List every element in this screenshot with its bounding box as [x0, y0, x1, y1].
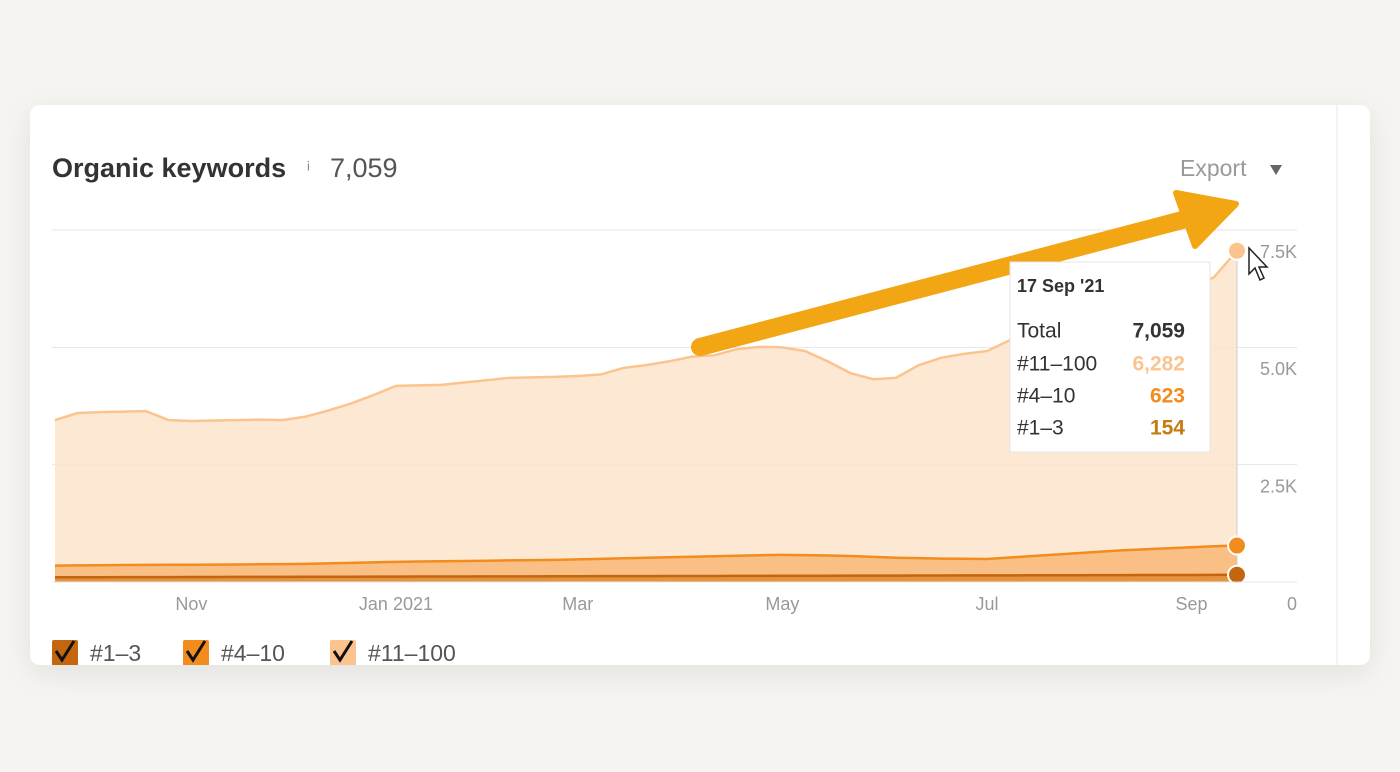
- x-tick-label: Nov: [175, 594, 207, 614]
- checkmark: [54, 640, 76, 663]
- legend-item[interactable]: #4–10: [183, 640, 285, 666]
- total: 7,059: [330, 153, 398, 183]
- end-marker: [1227, 564, 1247, 585]
- tooltip-label: #4–10: [1017, 385, 1075, 408]
- tooltip-label: Total: [1017, 320, 1061, 343]
- x-tick-label: Jan 2021: [359, 594, 433, 614]
- x-tick-label: Sep: [1176, 594, 1208, 614]
- title: Organic keywords: [52, 153, 286, 183]
- x-tick-label: May: [765, 594, 799, 614]
- tooltip-value: 6,282: [1132, 353, 1185, 376]
- legend-label: #1–3: [90, 640, 141, 666]
- tooltip-label: #1–3: [1017, 417, 1064, 440]
- card-content: Organic keywords i 7,059 Export 0 2.5K 5.0…: [52, 105, 1338, 666]
- area: [55, 250, 1237, 566]
- area: [55, 545, 1237, 578]
- legend-item[interactable]: #11–100: [330, 640, 456, 666]
- info-icon[interactable]: i: [307, 158, 310, 173]
- export-button[interactable]: Export: [1180, 155, 1247, 181]
- end-marker: [1227, 240, 1247, 261]
- tooltip-value: 154: [1150, 417, 1185, 440]
- y-tick-label: 7.5K: [1260, 242, 1297, 262]
- legend-item[interactable]: #1–3: [52, 640, 141, 666]
- checkmark: [185, 640, 207, 663]
- tooltip-value: 7,059: [1132, 320, 1185, 343]
- tooltip-label: #11–100: [1017, 353, 1097, 376]
- legend-label: #4–10: [221, 640, 285, 666]
- area-line: [54, 573, 1238, 579]
- x-tick-label: Mar: [562, 594, 593, 614]
- dropdown-caret[interactable]: [1270, 165, 1282, 175]
- cursor: [1248, 246, 1269, 282]
- y-tick-label: 5.0K: [1260, 359, 1297, 379]
- y-tick-label: 2.5K: [1260, 476, 1297, 496]
- arrow-annotation: [691, 190, 1239, 356]
- area-line: [54, 544, 1238, 567]
- x-tick-label: Jul: [975, 594, 998, 614]
- plot: 0 2.5K 5.0K 7.5K Nov Jan 2021 Mar May Jul Sep: [52, 229, 1297, 614]
- legend-label: #11–100: [368, 640, 456, 666]
- checkmark: [332, 640, 354, 663]
- tooltip-date: 17 Sep '21: [1017, 276, 1104, 296]
- tooltip: 17 Sep '21 Total 7,059 #11–100 6,282 #4–10 62…: [1009, 261, 1211, 453]
- end-marker: [1227, 535, 1247, 556]
- y-tick-label: 0: [1287, 594, 1297, 614]
- tooltip-box: [1009, 261, 1211, 453]
- legend: #1–3 #4–10 #11–100: [52, 640, 456, 666]
- tooltip-value: 623: [1150, 385, 1185, 408]
